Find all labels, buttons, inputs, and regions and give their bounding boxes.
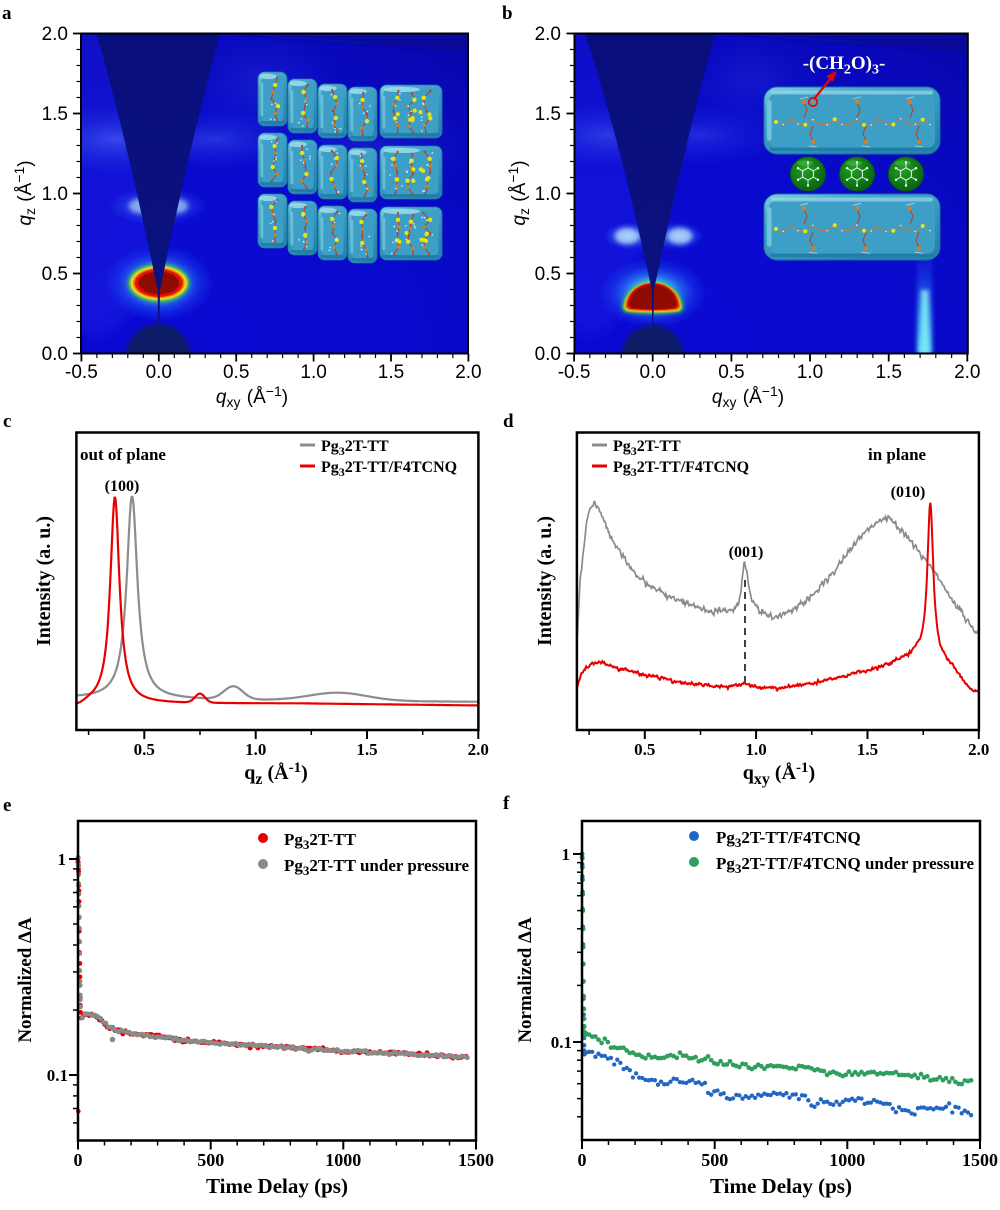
svg-text:Intensity (a. u.): Intensity (a. u.) (534, 516, 556, 646)
svg-text:1.0: 1.0 (535, 184, 561, 205)
svg-text:(001): (001) (729, 544, 764, 561)
svg-text:1.0: 1.0 (797, 362, 823, 383)
svg-text:Normalized ΔA: Normalized ΔA (515, 917, 536, 1043)
svg-text:Time Delay (ps): Time Delay (ps) (710, 1174, 852, 1198)
svg-text:0.0: 0.0 (535, 344, 561, 365)
svg-text:1.0: 1.0 (245, 740, 266, 759)
svg-text:Pg32T-TT/F4TCNQ: Pg32T-TT/F4TCNQ (321, 459, 457, 479)
svg-text:c: c (3, 411, 11, 432)
svg-text:qz (Å−1): qz (Å−1) (11, 160, 38, 225)
svg-text:qxy (Å−1): qxy (Å−1) (216, 383, 288, 410)
svg-text:out of plane: out of plane (80, 445, 166, 464)
svg-text:1.0: 1.0 (42, 184, 68, 205)
svg-text:0.0: 0.0 (639, 362, 665, 383)
svg-text:1.5: 1.5 (42, 104, 68, 125)
svg-text:2.0: 2.0 (535, 24, 561, 45)
svg-text:Intensity (a. u.): Intensity (a. u.) (33, 516, 55, 646)
svg-text:2.0: 2.0 (954, 362, 980, 383)
svg-text:1.5: 1.5 (875, 362, 901, 383)
svg-text:Pg32T-TT/F4TCNQ: Pg32T-TT/F4TCNQ (613, 459, 749, 479)
svg-text:Normalized ΔA: Normalized ΔA (15, 917, 36, 1043)
svg-text:0.5: 0.5 (42, 264, 68, 285)
svg-text:b: b (502, 3, 513, 24)
svg-text:0.1: 0.1 (551, 1033, 572, 1052)
svg-text:2.0: 2.0 (468, 740, 489, 759)
svg-text:0.5: 0.5 (223, 362, 249, 383)
svg-text:500: 500 (197, 1150, 224, 1170)
svg-text:Pg32T-TT/F4TCNQ under pressure: Pg32T-TT/F4TCNQ under pressure (716, 854, 975, 876)
svg-text:1500: 1500 (458, 1150, 494, 1170)
svg-text:2.0: 2.0 (968, 740, 989, 759)
svg-text:f: f (503, 793, 510, 814)
svg-text:2.0: 2.0 (455, 362, 481, 383)
svg-text:0: 0 (74, 1150, 83, 1170)
svg-text:qz (Å−1): qz (Å−1) (505, 160, 532, 225)
svg-text:e: e (3, 795, 11, 816)
svg-text:1.0: 1.0 (745, 740, 766, 759)
svg-text:Pg32T-TT: Pg32T-TT (321, 438, 389, 458)
svg-text:2.0: 2.0 (42, 24, 68, 45)
svg-text:0.5: 0.5 (535, 264, 561, 285)
svg-text:1.5: 1.5 (356, 740, 377, 759)
svg-text:1: 1 (58, 850, 67, 869)
svg-text:Pg32T-TT: Pg32T-TT (284, 830, 357, 852)
svg-text:1: 1 (562, 845, 571, 864)
svg-text:(010): (010) (891, 484, 926, 501)
svg-text:500: 500 (701, 1150, 728, 1170)
svg-text:1.5: 1.5 (378, 362, 404, 383)
svg-text:qxy (Å−1): qxy (Å−1) (712, 383, 784, 410)
svg-text:1.0: 1.0 (300, 362, 326, 383)
svg-text:0.5: 0.5 (634, 740, 655, 759)
svg-text:Time Delay (ps): Time Delay (ps) (206, 1174, 348, 1198)
svg-text:-(CH2O)3-: -(CH2O)3- (803, 53, 886, 78)
svg-text:-0.5: -0.5 (65, 362, 98, 383)
svg-text:Pg32T-TT: Pg32T-TT (613, 438, 681, 458)
svg-text:0.0: 0.0 (146, 362, 172, 383)
svg-text:0.5: 0.5 (134, 740, 155, 759)
svg-text:in plane: in plane (868, 445, 927, 464)
svg-text:1000: 1000 (325, 1150, 361, 1170)
svg-text:-0.5: -0.5 (558, 362, 591, 383)
svg-text:0.0: 0.0 (42, 344, 68, 365)
svg-text:Pg32T-TT/F4TCNQ: Pg32T-TT/F4TCNQ (716, 828, 861, 850)
svg-text:d: d (503, 411, 514, 432)
svg-text:1000: 1000 (829, 1150, 865, 1170)
svg-text:1.5: 1.5 (857, 740, 878, 759)
svg-text:a: a (2, 3, 12, 24)
svg-text:0.1: 0.1 (47, 1066, 68, 1085)
svg-text:(100): (100) (105, 478, 140, 495)
svg-text:0: 0 (578, 1150, 587, 1170)
svg-text:1.5: 1.5 (535, 104, 561, 125)
svg-text:0.5: 0.5 (718, 362, 744, 383)
svg-text:1500: 1500 (962, 1150, 998, 1170)
svg-text:Pg32T-TT under pressure: Pg32T-TT under pressure (284, 856, 470, 878)
